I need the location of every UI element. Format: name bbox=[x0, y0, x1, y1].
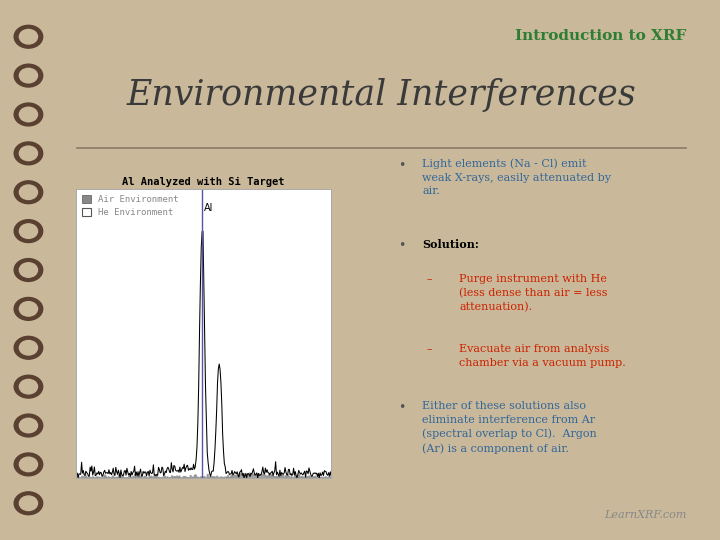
Text: Purge instrument with He
(less dense than air = less
attenuation).: Purge instrument with He (less dense tha… bbox=[459, 274, 608, 312]
Circle shape bbox=[14, 103, 42, 126]
Text: Either of these solutions also
eliminate interference from Ar
(spectral overlap : Either of these solutions also eliminate… bbox=[423, 401, 597, 454]
Circle shape bbox=[14, 298, 42, 320]
Text: Introduction to XRF: Introduction to XRF bbox=[515, 29, 686, 43]
Text: LearnXRF.com: LearnXRF.com bbox=[604, 510, 686, 520]
Circle shape bbox=[19, 496, 37, 510]
Text: –: – bbox=[427, 274, 433, 284]
Text: Al: Al bbox=[204, 204, 213, 213]
Circle shape bbox=[14, 414, 42, 437]
Circle shape bbox=[14, 64, 42, 87]
Circle shape bbox=[19, 146, 37, 160]
Text: Evacuate air from analysis
chamber via a vacuum pump.: Evacuate air from analysis chamber via a… bbox=[459, 344, 626, 368]
Circle shape bbox=[14, 375, 42, 398]
Text: Environmental Interferences: Environmental Interferences bbox=[127, 78, 636, 112]
Circle shape bbox=[19, 185, 37, 199]
Text: Light elements (Na - Cl) emit
weak X-rays, easily attenuated by
air.: Light elements (Na - Cl) emit weak X-ray… bbox=[423, 159, 611, 197]
Circle shape bbox=[19, 263, 37, 277]
Circle shape bbox=[14, 220, 42, 242]
Circle shape bbox=[19, 380, 37, 394]
Circle shape bbox=[14, 336, 42, 359]
Circle shape bbox=[19, 224, 37, 238]
Circle shape bbox=[14, 142, 42, 165]
Circle shape bbox=[19, 30, 37, 44]
Circle shape bbox=[19, 302, 37, 316]
Circle shape bbox=[19, 341, 37, 355]
Circle shape bbox=[14, 492, 42, 515]
Circle shape bbox=[14, 25, 42, 48]
Text: –: – bbox=[427, 344, 433, 354]
Text: •: • bbox=[397, 239, 405, 252]
Circle shape bbox=[19, 107, 37, 122]
Text: •: • bbox=[397, 159, 405, 172]
Circle shape bbox=[14, 453, 42, 476]
Circle shape bbox=[19, 418, 37, 433]
Text: Solution:: Solution: bbox=[423, 239, 480, 250]
Circle shape bbox=[19, 457, 37, 471]
Text: •: • bbox=[397, 401, 405, 414]
Circle shape bbox=[19, 69, 37, 83]
Circle shape bbox=[14, 181, 42, 204]
Title: Al Analyzed with Si Target: Al Analyzed with Si Target bbox=[122, 177, 284, 187]
Circle shape bbox=[14, 259, 42, 281]
Legend: Air Environment, He Environment: Air Environment, He Environment bbox=[80, 193, 181, 219]
